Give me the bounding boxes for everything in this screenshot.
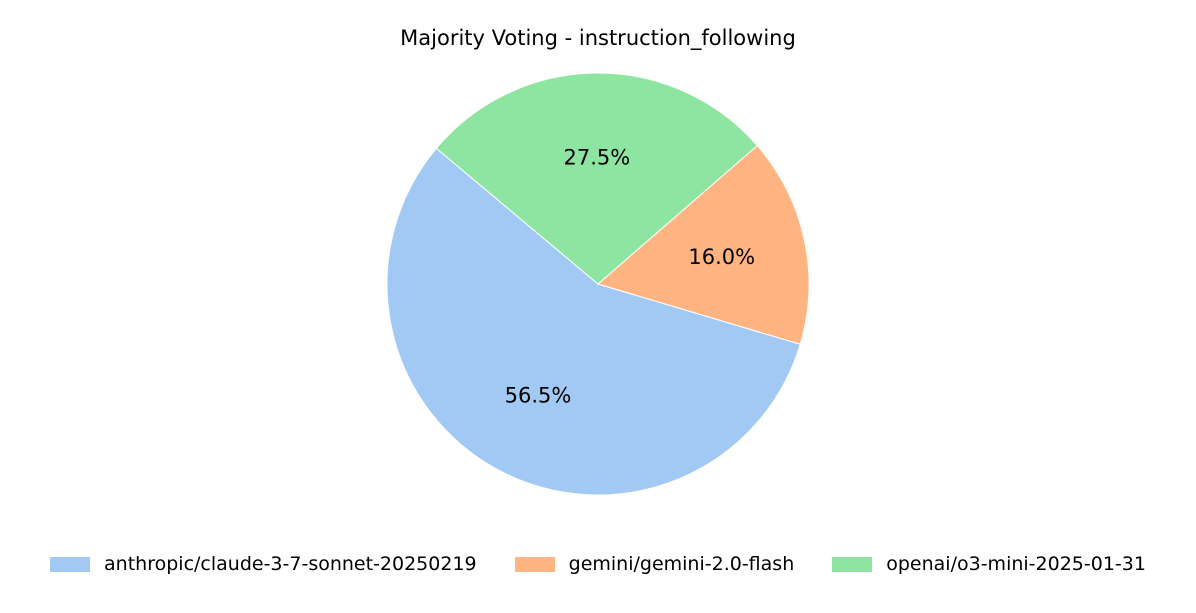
- legend-label: gemini/gemini-2.0-flash: [568, 553, 795, 575]
- legend-label: anthropic/claude-3-7-sonnet-20250219: [104, 553, 477, 575]
- slice-claude: [386, 147, 801, 496]
- chart-title: Majority Voting - instruction_following: [400, 26, 796, 50]
- percent-label: 27.5%: [564, 145, 631, 169]
- legend-swatch: [50, 556, 91, 572]
- pie-slices: [386, 72, 810, 496]
- legend-swatch: [514, 556, 555, 572]
- slice-o3-mini: [435, 72, 758, 285]
- pie-percent-labels: 56.5% 16.0% 27.5%: [505, 145, 755, 407]
- legend-item: openai/o3-mini-2025-01-31: [832, 553, 1146, 575]
- legend: anthropic/claude-3-7-sonnet-20250219 gem…: [0, 553, 1196, 575]
- percent-label: 16.0%: [688, 245, 755, 269]
- legend-item: anthropic/claude-3-7-sonnet-20250219: [50, 553, 477, 575]
- legend-swatch: [832, 556, 873, 572]
- slice-gemini: [596, 144, 810, 345]
- percent-label: 56.5%: [505, 383, 572, 407]
- legend-item: gemini/gemini-2.0-flash: [514, 553, 795, 575]
- legend-label: openai/o3-mini-2025-01-31: [886, 553, 1146, 575]
